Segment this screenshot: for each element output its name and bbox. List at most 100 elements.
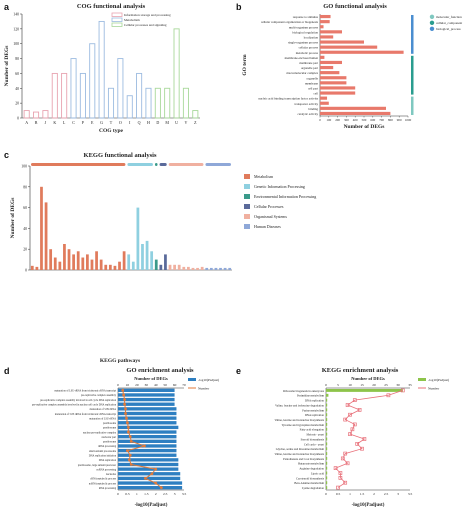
chart-e-legend-swatch	[418, 378, 426, 381]
chart-e-number-line	[334, 390, 403, 488]
chart-e-bar	[326, 413, 328, 417]
chart-a-xtick-label: T	[110, 120, 113, 125]
chart-d-bar	[118, 439, 177, 443]
chart-b-ytick-label: cell	[314, 92, 319, 96]
chart-a-bar	[192, 110, 199, 119]
chart-e-number-point	[345, 461, 350, 466]
chart-c-ytick-label: 100	[21, 165, 27, 169]
chart-a-title: COG functional analysis	[77, 3, 146, 10]
chart-d-number-point	[126, 449, 129, 452]
chart-d-ytick-label: preribosome	[103, 422, 117, 425]
chart-b-xtick-label: 1000	[405, 118, 412, 122]
chart-d-bar	[118, 472, 181, 476]
chart-d-top-tick-label: 10	[126, 383, 130, 387]
chart-e-top-tick-label: 25	[384, 383, 388, 387]
chart-d-top-tick-label: 30	[145, 383, 149, 387]
chart-a-xtick-label: Q	[138, 120, 141, 125]
chart-d-legend-label: -log10(Padjust)	[198, 378, 219, 382]
panel-letter-c: c	[4, 150, 10, 160]
chart-d-bar	[118, 416, 177, 420]
chart-d-bar	[118, 462, 179, 467]
chart-b-bar	[320, 81, 347, 85]
chart-c-bar	[30, 265, 34, 270]
chart-e-number-point	[352, 398, 357, 402]
chart-d-bar	[118, 467, 179, 471]
chart-e-legend-label: -log10(Padjust)	[428, 378, 449, 382]
chart-b-xtick-label: 100	[326, 118, 331, 122]
chart-c-legend-label: Metabolism	[254, 174, 274, 179]
chart-e-ytick-label: Pyrimidine metabolism	[297, 394, 325, 398]
chart-b-xtick-label: 900	[397, 118, 402, 122]
chart-c-bar	[108, 264, 112, 270]
chart-b-bar	[320, 20, 330, 24]
chart-e-number-point	[400, 388, 405, 393]
chart-a-ytick-label: 60	[15, 72, 19, 76]
chart-b-xtick-label: 500	[362, 118, 367, 122]
chart-c-bar	[177, 264, 181, 270]
chart-b-ytick-label: organelle part	[301, 66, 318, 70]
chart-a-legend-swatch	[111, 12, 123, 17]
chart-e-legend-label: Number	[428, 387, 440, 391]
chart-a-xtick-label: O	[119, 120, 122, 125]
chart-d-ytick-label: nucleolar part	[102, 436, 117, 439]
chart-e-bottom-tick-label: 2	[373, 492, 375, 496]
chart-e-top-tick-label: 30	[396, 383, 400, 387]
chart-b-bar	[320, 101, 329, 105]
chart-e-number-point	[338, 471, 343, 475]
chart-b-bar	[320, 55, 325, 59]
chart-b-ytick-label: membrane	[305, 81, 319, 85]
chart-b-bar	[320, 86, 356, 90]
chart-c-ytick-label: 0	[25, 269, 27, 273]
chart-e-number-point	[348, 412, 352, 417]
chart-b-ytick-label: catalytic activity	[297, 112, 318, 116]
chart-c-bar	[136, 207, 140, 270]
chart-e-ytick-label: Butanoate metabolism	[298, 462, 325, 466]
chart-a-ytick-label: 20	[15, 102, 19, 106]
chart-b-bar	[320, 50, 404, 54]
chart-b-xtick-label: 0	[319, 118, 321, 122]
chart-a-bar	[154, 87, 161, 119]
chart-e-bar	[326, 442, 328, 446]
chart-c-bar	[187, 266, 190, 270]
chart-d-top-tick-label: 50	[163, 383, 167, 387]
chart-a-ytick-label: 40	[15, 87, 19, 91]
chart-e-number-point	[355, 442, 360, 446]
chart-e-number-point	[352, 422, 357, 427]
chart-b-legend-swatch	[429, 14, 435, 19]
chart-d-ytick-label: maturation of 5.8S rRNA from tricistroni…	[55, 413, 116, 416]
chart-b-legend-label: biological_process	[436, 27, 461, 31]
chart-d-bar	[118, 407, 177, 411]
chart-a-bar	[107, 87, 115, 119]
chart-c-bar	[76, 251, 80, 270]
chart-b-ytick-label: response to stimulus	[293, 15, 319, 19]
chart-e-bar	[326, 476, 328, 480]
chart-c-bar	[205, 267, 209, 270]
chart-a-bar	[98, 20, 105, 119]
chart-d-bottom-tick-label: 1.5	[144, 492, 149, 496]
chart-e-title: KEGG enrichment analysis	[322, 367, 399, 374]
chart-c-legend-label: Cellular Processes	[254, 204, 284, 209]
chart-c-bar	[159, 264, 163, 270]
chart-e-bar	[326, 418, 328, 422]
chart-a-bar	[61, 72, 68, 119]
chart-e-ytick-label: Ribosome biogenesis in eukaryotes	[283, 389, 325, 393]
chart-d-number-point	[126, 421, 129, 425]
chart-e-ytick-label: Lysine degradation	[302, 486, 325, 490]
chart-c-bar	[223, 267, 227, 270]
chart-d-number-point	[143, 477, 147, 480]
chart-b-ytick-label: metabolic process	[296, 51, 319, 55]
chart-a-legend-label: Information storage and processing	[124, 13, 171, 17]
chart-b-ytick-label: transporter activity	[295, 102, 319, 106]
chart-e-ytick-label: Arginine degradation	[299, 467, 324, 471]
chart-d-number-point	[128, 435, 132, 439]
chart-c-ytick-label: 60	[23, 206, 27, 210]
chart-e-number-point	[386, 393, 391, 398]
chart-c-legend-swatch	[244, 194, 250, 199]
chart-a-bar	[173, 28, 180, 119]
chart-e-bottom-tick-label: 3.5	[408, 492, 413, 496]
chart-e-bar	[326, 432, 328, 436]
chart-a-bar	[136, 72, 143, 119]
chart-d-legend-swatch	[188, 378, 196, 381]
chart-a-bar	[164, 87, 171, 119]
chart-a-xtick-label: K	[53, 120, 56, 125]
